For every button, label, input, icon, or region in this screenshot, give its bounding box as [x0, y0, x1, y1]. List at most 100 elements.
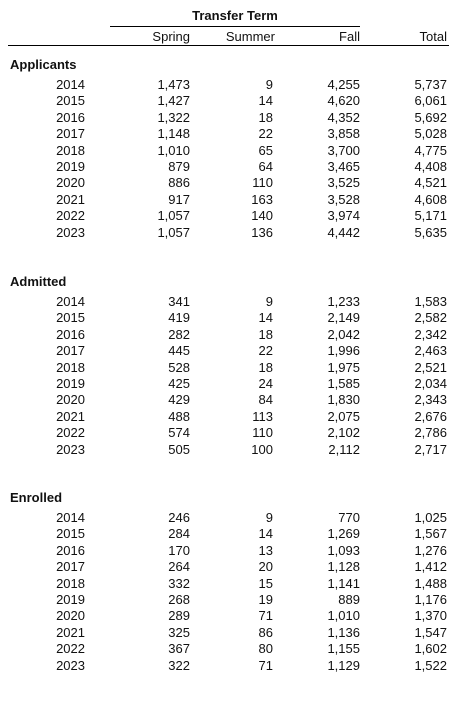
year-cell: 2018	[56, 359, 85, 375]
summer-cell: 18	[258, 359, 273, 375]
total-cell: 2,786	[414, 425, 447, 441]
table-row: 2021 917 163 3,528 4,608	[0, 192, 461, 208]
fall-cell: 1,093	[327, 542, 360, 558]
total-cell: 1,602	[414, 641, 447, 657]
total-cell: 1,370	[414, 608, 447, 624]
year-cell: 2020	[56, 175, 85, 191]
year-cell: 2022	[56, 208, 85, 224]
table-row: 2017 1,148 22 3,858 5,028	[0, 126, 461, 142]
summer-cell: 86	[258, 624, 273, 640]
year-cell: 2022	[56, 641, 85, 657]
year-cell: 2016	[56, 326, 85, 342]
table-row: 2017 445 22 1,996 2,463	[0, 343, 461, 359]
table-row: 2020 886 110 3,525 4,521	[0, 175, 461, 191]
spring-cell: 1,473	[157, 77, 190, 92]
total-cell: 1,276	[414, 542, 447, 558]
summer-cell: 64	[258, 159, 273, 174]
total-cell: 4,408	[414, 159, 447, 174]
fall-cell: 770	[338, 510, 360, 525]
fall-cell: 4,442	[327, 224, 360, 240]
summer-cell: 9	[265, 77, 273, 92]
year-cell: 2015	[56, 526, 85, 542]
table-row: 2018 528 18 1,975 2,521	[0, 360, 461, 376]
fall-cell: 3,858	[327, 126, 360, 142]
table-row: 2022 1,057 140 3,974 5,171	[0, 208, 461, 224]
fall-cell: 1,129	[327, 657, 360, 673]
total-cell: 5,737	[414, 77, 447, 92]
year-cell: 2015	[56, 310, 85, 326]
spring-cell: 332	[168, 575, 190, 591]
section-label: Applicants	[10, 57, 77, 72]
summer-cell: 80	[258, 641, 273, 657]
table-row: 2018 1,010 65 3,700 4,775	[0, 143, 461, 159]
year-cell: 2014	[56, 77, 85, 92]
summer-cell: 22	[258, 126, 273, 142]
summer-cell: 84	[258, 392, 273, 408]
total-cell: 4,521	[414, 175, 447, 191]
fall-cell: 2,149	[327, 310, 360, 326]
total-cell: 4,608	[414, 191, 447, 207]
year-cell: 2023	[56, 441, 85, 457]
total-cell: 1,567	[414, 526, 447, 542]
summer-cell: 19	[258, 592, 273, 607]
table-row: 2022 574 110 2,102 2,786	[0, 425, 461, 441]
spring-cell: 341	[168, 294, 190, 309]
fall-cell: 4,620	[327, 93, 360, 109]
spring-cell: 1,322	[157, 109, 190, 125]
total-cell: 2,342	[414, 326, 447, 342]
year-cell: 2021	[56, 408, 85, 424]
spring-cell: 322	[168, 657, 190, 673]
fall-cell: 1,141	[327, 575, 360, 591]
summer-cell: 140	[251, 208, 273, 224]
header-rule	[8, 45, 449, 46]
year-cell: 2017	[56, 559, 85, 575]
year-cell: 2020	[56, 392, 85, 408]
summer-cell: 113	[252, 408, 273, 424]
year-cell: 2016	[56, 109, 85, 125]
fall-cell: 3,700	[327, 142, 360, 158]
column-header-spring: Spring	[152, 29, 190, 44]
spring-cell: 574	[168, 425, 190, 441]
spring-cell: 289	[168, 608, 190, 624]
total-cell: 5,028	[414, 126, 447, 142]
table-row: 2022 367 80 1,155 1,602	[0, 641, 461, 657]
total-cell: 1,176	[414, 592, 447, 607]
table-row: 2016 282 18 2,042 2,342	[0, 327, 461, 343]
total-cell: 1,583	[414, 294, 447, 309]
summer-cell: 20	[258, 559, 273, 575]
year-cell: 2019	[56, 376, 85, 391]
table-row: 2016 1,322 18 4,352 5,692	[0, 110, 461, 126]
fall-cell: 3,974	[327, 208, 360, 224]
year-cell: 2014	[56, 294, 85, 309]
summer-cell: 14	[258, 526, 273, 542]
year-cell: 2023	[56, 224, 85, 240]
table-row: 2020 289 71 1,010 1,370	[0, 608, 461, 624]
spring-cell: 1,057	[157, 224, 190, 240]
summer-cell: 100	[251, 441, 273, 457]
table-row: 2014 1,473 9 4,255 5,737	[0, 77, 461, 93]
year-cell: 2023	[56, 657, 85, 673]
fall-cell: 1,233	[327, 294, 360, 309]
table-row: 2019 425 24 1,585 2,034	[0, 376, 461, 392]
summer-cell: 110	[252, 425, 273, 441]
fall-cell: 1,010	[327, 608, 360, 624]
column-header-summer: Summer	[225, 29, 275, 44]
summer-cell: 24	[258, 376, 273, 391]
summer-cell: 18	[258, 326, 273, 342]
summer-cell: 110	[252, 175, 273, 191]
summer-cell: 14	[258, 310, 273, 326]
column-header-total: Total	[419, 29, 447, 44]
spring-cell: 284	[168, 526, 190, 542]
total-cell: 2,521	[414, 359, 447, 375]
total-cell: 5,692	[414, 109, 447, 125]
total-cell: 2,034	[414, 376, 447, 391]
table-row: 2017 264 20 1,128 1,412	[0, 559, 461, 575]
year-cell: 2018	[56, 142, 85, 158]
table-row: 2016 170 13 1,093 1,276	[0, 543, 461, 559]
table-row: 2023 322 71 1,129 1,522	[0, 658, 461, 674]
table-row: 2018 332 15 1,141 1,488	[0, 576, 461, 592]
year-cell: 2014	[56, 510, 85, 525]
table-row: 2019 268 19 889 1,176	[0, 592, 461, 608]
spring-cell: 268	[168, 592, 190, 607]
fall-cell: 889	[338, 592, 360, 607]
